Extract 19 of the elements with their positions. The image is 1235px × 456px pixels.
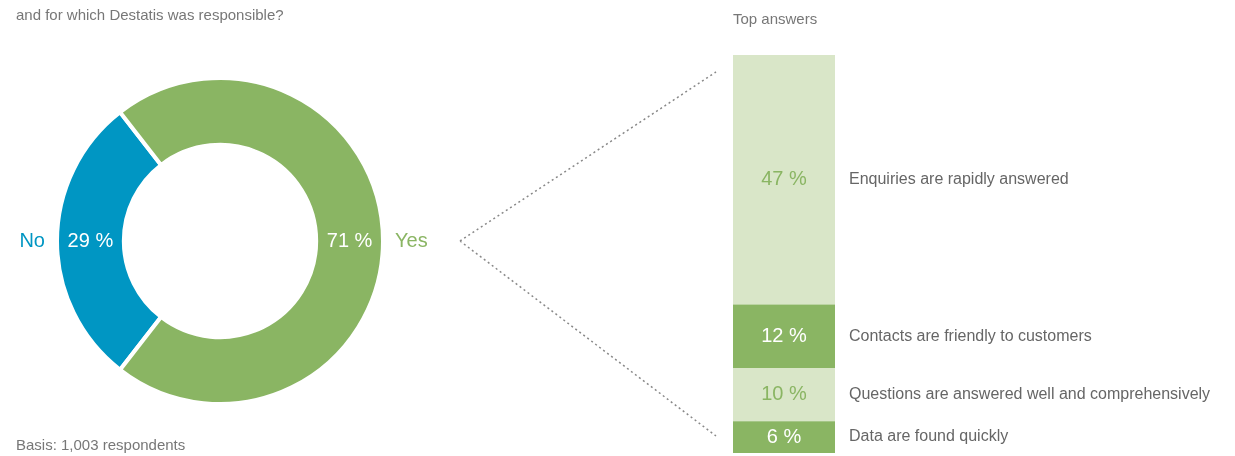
data-label: 47 % — [761, 167, 808, 190]
chart-title: Top answers — [733, 10, 818, 27]
data-label: 71 % — [326, 228, 373, 251]
series-label: Questions are answered well and comprehensively — [849, 385, 1211, 403]
bar — [733, 421, 835, 453]
chart-title: and for which Destatis was responsible? — [16, 6, 284, 23]
series-label: Enquiries are rapidly answered — [849, 170, 1069, 188]
bar — [733, 368, 835, 422]
slice-label: No — [19, 228, 45, 251]
text: Basis: 1,003 respondents — [16, 436, 186, 453]
data-label: 29 % — [67, 228, 114, 251]
data-label: 6 % — [766, 424, 802, 447]
bar — [733, 55, 835, 305]
data-label: 10 % — [761, 382, 808, 405]
data-label: 12 % — [761, 323, 808, 346]
slice-label: Yes — [395, 228, 428, 251]
bar — [733, 304, 835, 369]
series-label: Contacts are friendly to customers — [849, 326, 1092, 344]
series-label: Data are found quickly — [849, 427, 1009, 445]
